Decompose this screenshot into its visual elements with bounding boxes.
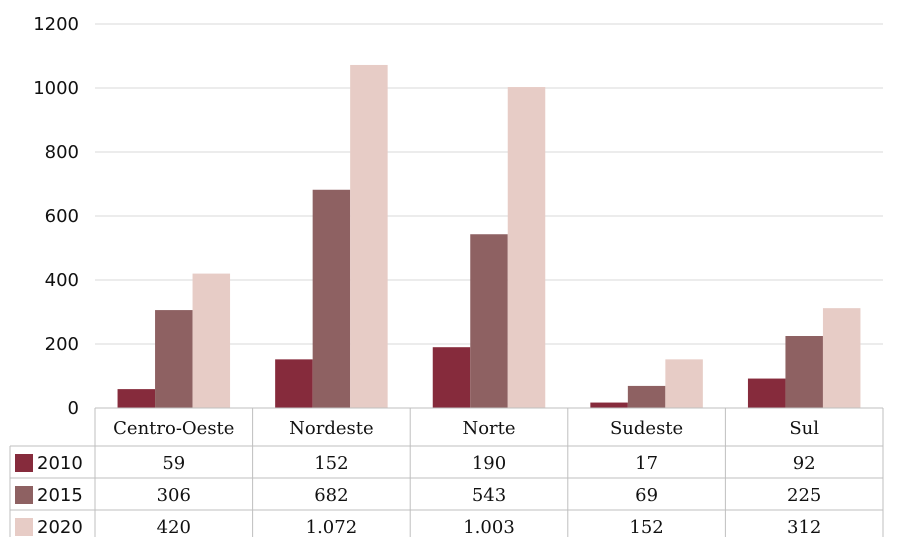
data-value: 69 xyxy=(635,485,658,506)
y-tick-label: 200 xyxy=(45,334,79,355)
legend-swatch xyxy=(15,486,33,504)
category-label: Nordeste xyxy=(289,418,374,439)
bar xyxy=(275,359,313,408)
category-label: Norte xyxy=(462,418,515,439)
data-value: 92 xyxy=(793,453,816,474)
data-value: 1.003 xyxy=(463,517,515,537)
data-value: 543 xyxy=(472,485,506,506)
bar xyxy=(432,347,471,408)
category-label: Centro-Oeste xyxy=(113,418,234,439)
y-axis-ticks: 0 200 400 600 800 1000 1200 xyxy=(33,14,79,419)
data-value: 1.072 xyxy=(306,517,358,537)
bar xyxy=(785,336,823,408)
y-tick-label: 800 xyxy=(45,142,79,163)
data-value: 312 xyxy=(787,517,821,537)
bar xyxy=(192,273,231,408)
y-tick-label: 1000 xyxy=(33,78,79,99)
y-tick-label: 600 xyxy=(45,206,79,227)
bar xyxy=(665,359,703,408)
series-name: 2010 xyxy=(37,453,83,474)
y-tick-label: 0 xyxy=(68,398,79,419)
series-name: 2020 xyxy=(37,517,83,537)
data-table: Centro-Oeste Nordeste Norte Sudeste Sul 2010 5… xyxy=(9,407,884,537)
bar xyxy=(470,234,508,408)
data-value: 190 xyxy=(472,453,506,474)
bar xyxy=(590,402,628,408)
y-tick-label: 400 xyxy=(45,270,79,291)
bar xyxy=(507,87,546,408)
data-value: 152 xyxy=(629,517,663,537)
category-label: Sudeste xyxy=(610,418,683,439)
category-label: Sul xyxy=(789,418,819,439)
bar xyxy=(747,378,786,408)
bar xyxy=(627,385,666,408)
data-value: 152 xyxy=(314,453,348,474)
data-value: 59 xyxy=(162,453,185,474)
series-name: 2015 xyxy=(37,485,83,506)
bar xyxy=(312,189,351,408)
bar xyxy=(350,64,388,409)
bars xyxy=(117,64,861,409)
data-value: 682 xyxy=(314,485,348,506)
data-value: 306 xyxy=(157,485,191,506)
legend-swatch xyxy=(15,454,33,472)
data-value: 17 xyxy=(635,453,658,474)
legend-swatch xyxy=(15,518,33,536)
bar xyxy=(822,308,861,408)
data-value: 225 xyxy=(787,485,821,506)
bar xyxy=(117,389,156,408)
y-tick-label: 1200 xyxy=(33,14,79,35)
data-value: 420 xyxy=(157,517,191,537)
bar xyxy=(155,310,193,408)
